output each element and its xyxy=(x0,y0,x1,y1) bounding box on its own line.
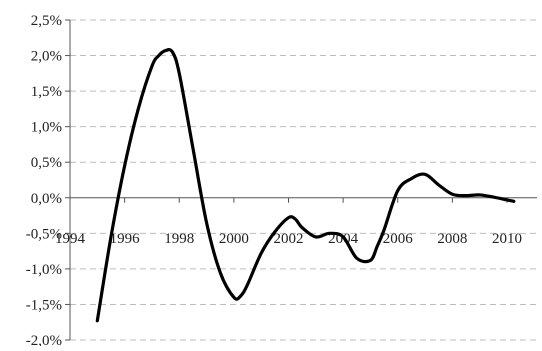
series-layer xyxy=(95,48,516,323)
y-tick-label: -1,5% xyxy=(26,297,62,313)
y-tick-label: -0,5% xyxy=(26,226,62,242)
x-tick-label: 1998 xyxy=(164,231,194,247)
y-tick-label: 0,5% xyxy=(31,155,62,171)
y-tick-label: -1,0% xyxy=(26,262,62,278)
x-tick-labels: 1994 1996 1998 2000 2002 2004 2006 2008 2010 xyxy=(55,197,522,247)
y-tick-label: 1,5% xyxy=(31,84,62,100)
x-tick-label: 2008 xyxy=(437,231,467,247)
y-tick-label: 1,0% xyxy=(31,120,62,136)
y-tick-label: 0,0% xyxy=(31,191,62,207)
x-tick-label: 2010 xyxy=(492,231,522,247)
y-tick-label: 2,5% xyxy=(31,13,62,29)
axes xyxy=(69,20,537,340)
x-tick-label: 2000 xyxy=(219,231,249,247)
gridlines xyxy=(70,19,537,341)
y-tick-label: 2,0% xyxy=(31,49,62,65)
y-tick-label: -2,0% xyxy=(26,333,62,346)
x-tick-label: 1996 xyxy=(110,231,141,247)
x-tick-label: 2002 xyxy=(274,231,304,247)
y-tick-labels: -2,0% -1,5% -1,0% -0,5% 0,0% 0,5% 1,0% 1,5% 2,0%… xyxy=(26,13,70,349)
series-line-0 xyxy=(95,48,516,323)
x-tick-label: 1994 xyxy=(55,231,86,247)
x-tick-label: 2006 xyxy=(383,231,414,247)
